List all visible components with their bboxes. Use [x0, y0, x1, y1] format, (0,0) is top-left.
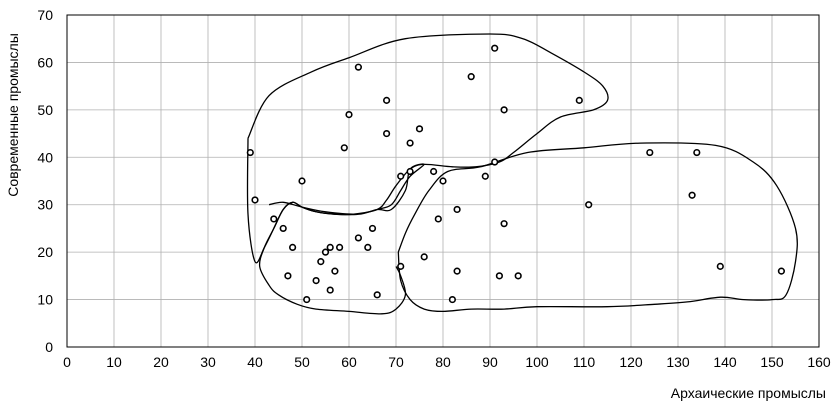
x-tick-label: 0 [63, 354, 71, 370]
data-point-16 [345, 110, 353, 119]
data-point-7 [303, 295, 311, 304]
x-tick-label: 80 [435, 354, 451, 370]
y-tick-label: 60 [37, 54, 53, 70]
data-point-1 [251, 196, 259, 204]
data-point-28 [415, 125, 424, 133]
data-point-37 [481, 172, 489, 180]
data-point-17 [354, 234, 363, 242]
x-tick-label: 90 [482, 354, 498, 370]
x-tick-label: 20 [153, 354, 169, 370]
y-tick-label: 30 [37, 197, 53, 213]
x-tick-label: 130 [666, 354, 690, 370]
data-point-49 [716, 262, 724, 270]
cluster-outlines [246, 33, 798, 315]
data-point-47 [688, 191, 696, 199]
x-tick-label: 110 [573, 354, 596, 370]
data-point-45 [585, 201, 593, 209]
x-tick-label: 150 [760, 354, 784, 370]
y-tick-labels: 0 10 20 30 40 50 60 70 [37, 7, 53, 355]
data-point-24 [397, 262, 405, 270]
data-point-50 [777, 267, 786, 275]
data-point-18 [354, 63, 363, 71]
x-tick-label: 40 [247, 354, 263, 370]
data-point-34 [453, 267, 461, 275]
x-tick-label: 100 [525, 354, 549, 370]
data-point-9 [317, 258, 325, 266]
data-point-35 [453, 205, 461, 214]
x-tick-label: 140 [713, 354, 737, 370]
data-point-23 [383, 96, 391, 104]
y-tick-label: 70 [37, 7, 53, 23]
data-point-32 [439, 177, 447, 185]
data-point-13 [331, 267, 339, 275]
data-point-3 [279, 224, 287, 233]
data-point-10 [321, 248, 330, 256]
data-point-41 [500, 220, 508, 228]
data-point-39 [491, 158, 499, 166]
y-tick-label: 50 [37, 102, 53, 118]
data-point-29 [420, 253, 428, 261]
data-point-26 [406, 167, 414, 176]
gridlines [66, 14, 820, 348]
y-tick-label: 0 [45, 339, 53, 355]
data-point-4 [284, 272, 292, 280]
data-points [246, 44, 786, 304]
x-tick-label: 50 [294, 354, 310, 370]
data-point-6 [298, 177, 306, 185]
cluster-outline-lower-left [258, 163, 425, 315]
x-tick-label: 70 [388, 354, 404, 370]
data-point-11 [326, 243, 334, 251]
data-point-31 [434, 215, 442, 223]
y-axis-label: Современные промыслы [5, 33, 21, 197]
x-tick-label: 60 [341, 354, 357, 370]
data-point-12 [326, 286, 334, 294]
data-point-0 [246, 148, 254, 157]
data-point-40 [495, 272, 504, 280]
data-point-8 [312, 277, 320, 285]
data-point-15 [340, 144, 348, 152]
data-point-19 [364, 243, 372, 251]
data-point-2 [270, 215, 278, 223]
data-point-22 [383, 129, 391, 138]
x-tick-labels: 0 10 20 30 40 50 60 70 80 90 100 110 120 130 140 150 160 [63, 354, 831, 370]
y-tick-label: 20 [37, 244, 53, 260]
x-tick-label: 120 [619, 354, 643, 370]
data-point-48 [693, 148, 701, 157]
data-point-30 [430, 167, 438, 176]
data-point-33 [448, 295, 457, 304]
data-point-5 [289, 243, 297, 251]
data-point-44 [575, 96, 583, 104]
data-point-46 [646, 148, 654, 157]
data-point-42 [500, 106, 508, 114]
y-tick-label: 40 [37, 149, 53, 165]
data-point-27 [406, 139, 414, 147]
data-point-43 [514, 272, 522, 280]
data-point-14 [336, 243, 344, 251]
cluster-outline-upper-left [246, 33, 609, 264]
x-axis-label: Архаические промыслы [671, 385, 826, 401]
x-tick-label: 10 [106, 354, 122, 370]
x-tick-label: 30 [200, 354, 216, 370]
cluster-outline-lower-right [397, 142, 798, 313]
data-point-25 [397, 172, 405, 180]
data-point-38 [491, 44, 499, 52]
plot-frame [66, 14, 820, 348]
data-point-36 [467, 73, 475, 81]
data-point-21 [373, 291, 381, 299]
y-tick-label: 10 [37, 292, 53, 308]
x-tick-label: 160 [807, 354, 831, 370]
data-point-20 [368, 224, 377, 233]
